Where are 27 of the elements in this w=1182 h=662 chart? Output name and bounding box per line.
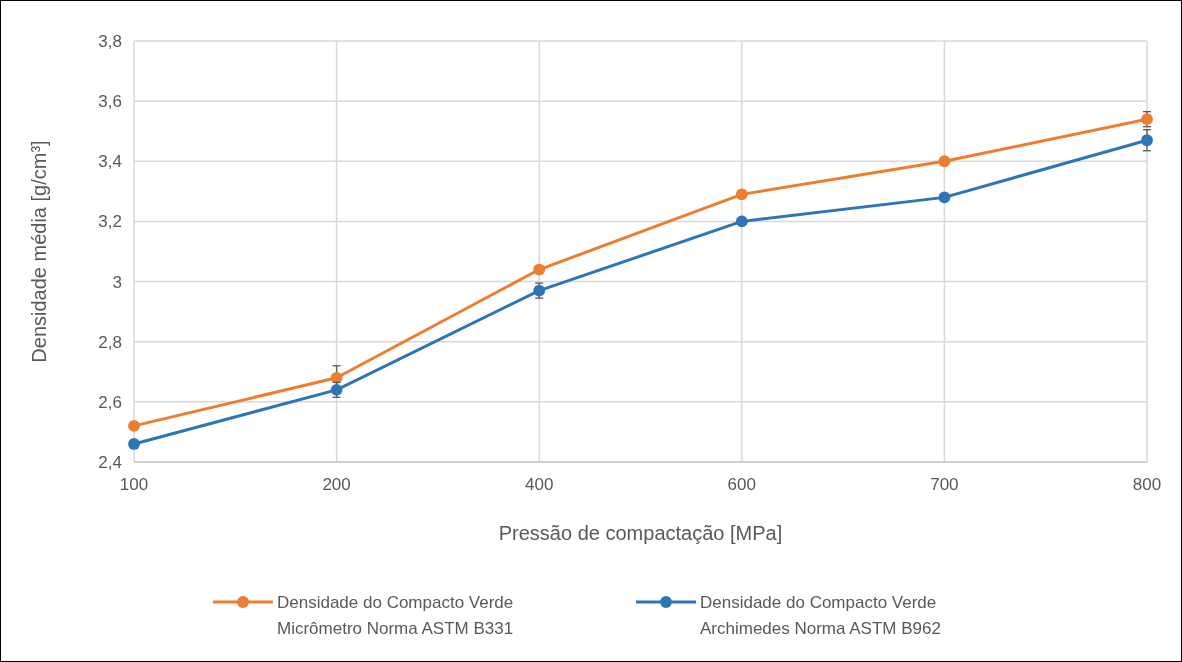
point	[533, 263, 546, 276]
x-axis-title: Pressão de compactação [MPa]	[498, 522, 783, 544]
x-tick-label: 400	[525, 475, 554, 494]
point	[128, 420, 140, 432]
y-tick-label: 3	[112, 272, 122, 292]
y-axis-title: Densidade média [g/cm³]	[28, 140, 50, 363]
y-tick-label: 3,6	[98, 92, 122, 112]
y-tick-label: 3,8	[98, 31, 122, 51]
point	[938, 191, 951, 204]
y-tick-label: 3,2	[98, 212, 122, 232]
x-tick-label: 200	[322, 475, 351, 494]
y-tick-label: 2,4	[98, 452, 122, 472]
legend-label: Densidade do Compacto Verde Micrômetro Norma ASTM B331	[277, 593, 514, 638]
point	[330, 371, 343, 384]
x-tick-label: 600	[727, 475, 756, 494]
y-tick-label: 2,8	[98, 332, 122, 352]
y-tick-label: 3,4	[98, 152, 122, 172]
legend-label: Densidade do Compacto Verde Archimedes Norma ASTM B962	[700, 593, 941, 638]
point	[735, 215, 748, 228]
y-tick-label: 2,6	[98, 392, 122, 412]
x-tick-label: 800	[1132, 475, 1162, 494]
point	[1141, 134, 1153, 147]
point	[938, 155, 951, 168]
point	[735, 188, 748, 201]
x-tick-label: 100	[119, 475, 149, 494]
point	[128, 438, 140, 450]
x-tick-label: 700	[930, 475, 959, 494]
